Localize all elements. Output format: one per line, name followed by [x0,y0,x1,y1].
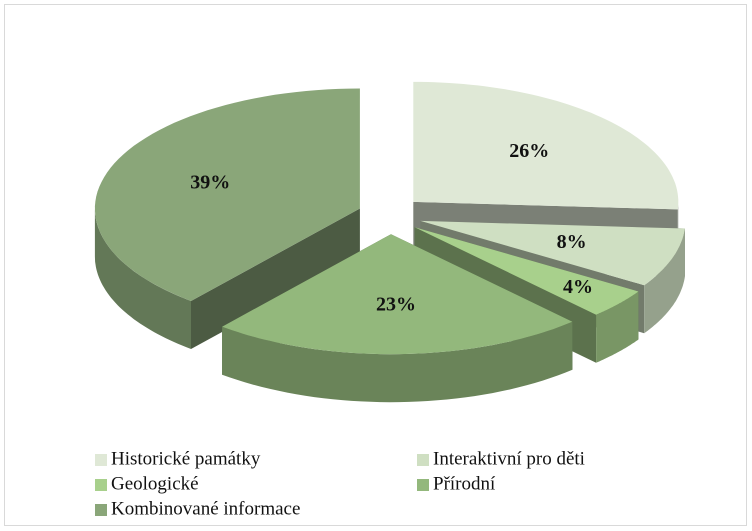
legend-label: Přírodní [433,473,496,494]
slice [94,88,360,301]
data-label: 23% [376,294,416,316]
slice-side [94,208,191,349]
legend-label: Kombinované informace [111,498,300,519]
legend-label: Historické památky [111,448,261,469]
slice [222,234,573,355]
slice [413,81,679,210]
legend-swatch [95,479,107,491]
slice-side [222,321,573,403]
legend-label: Interaktivní pro děti [433,448,585,469]
data-label: 26% [509,140,549,162]
slice-side [596,291,639,363]
legend-swatch [417,454,429,466]
slice [420,220,685,286]
data-label: 8% [557,231,587,253]
legend-swatch [95,504,107,516]
legend-label: Geologické [111,473,199,494]
slice-wall [191,208,360,349]
data-label: 4% [563,276,593,298]
data-label: 39% [190,172,230,194]
legend-swatch [417,479,429,491]
legend-swatch [95,454,107,466]
slice [414,227,639,315]
